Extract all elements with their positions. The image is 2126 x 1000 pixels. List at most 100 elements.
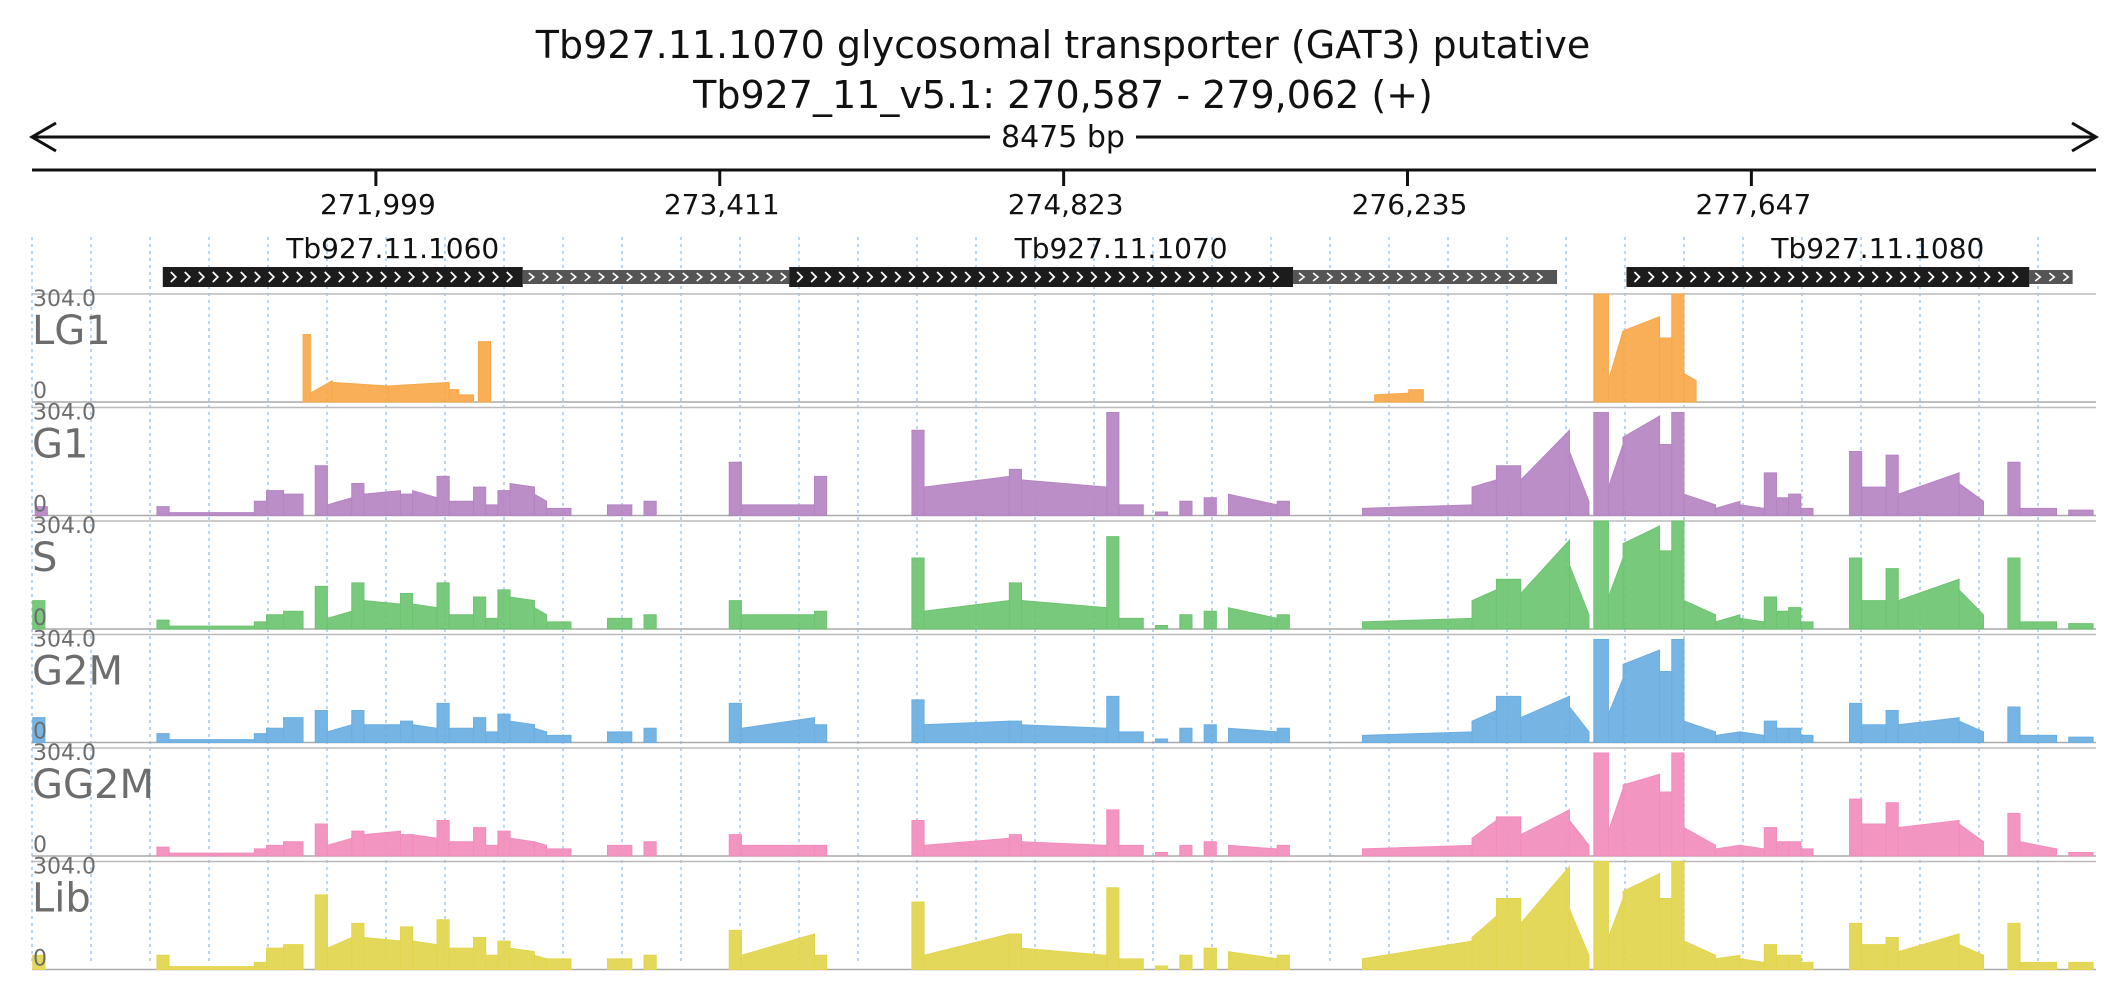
coverage-bar bbox=[1800, 734, 1814, 743]
coverage-bar bbox=[156, 619, 170, 630]
coverage-bar bbox=[326, 837, 353, 857]
coverage-bar bbox=[1775, 727, 1790, 743]
coverage-bar bbox=[509, 720, 535, 743]
coverage-bar bbox=[363, 724, 401, 743]
coverage-bar bbox=[1849, 798, 1863, 857]
coverage-bar bbox=[497, 589, 511, 630]
coverage-bar bbox=[911, 901, 925, 970]
coverage-bar bbox=[1568, 564, 1590, 630]
coverage-bar bbox=[1861, 823, 1887, 857]
coverage-bar bbox=[1885, 568, 1899, 630]
coverage-bar bbox=[606, 504, 633, 516]
track-ymin-label: 0 bbox=[33, 493, 47, 518]
coverage-bar bbox=[1739, 958, 1765, 970]
gene-utr bbox=[2029, 270, 2073, 284]
coverage-bar bbox=[436, 702, 450, 743]
coverage-bar bbox=[1607, 557, 1624, 630]
track-ymin-label: 0 bbox=[33, 833, 47, 858]
coverage-bar bbox=[266, 614, 285, 630]
coverage-bar bbox=[363, 490, 401, 516]
coverage-bar bbox=[1849, 451, 1863, 516]
coverage-bar bbox=[412, 940, 438, 970]
coverage-bar bbox=[1885, 937, 1899, 970]
coverage-bar bbox=[1593, 520, 1609, 630]
coverage-bar bbox=[363, 936, 401, 970]
track-ymin-label: 0 bbox=[33, 379, 47, 404]
track-name: GG2M bbox=[32, 762, 154, 808]
coverage-bar bbox=[1471, 915, 1497, 970]
coverage-bar bbox=[283, 717, 304, 743]
coverage-bar bbox=[314, 585, 328, 630]
coverage-bar bbox=[448, 727, 475, 743]
coverage-bar bbox=[266, 727, 285, 743]
coverage-bar bbox=[1179, 954, 1193, 970]
coverage-bar bbox=[1361, 731, 1473, 743]
coverage-bar bbox=[1683, 826, 1717, 857]
coverage-bar bbox=[1671, 293, 1685, 403]
coverage-bar bbox=[1861, 600, 1887, 630]
coverage-bar bbox=[1739, 731, 1765, 743]
coverage-bar bbox=[399, 720, 414, 743]
coverage-bar bbox=[1683, 372, 1697, 403]
coverage-bar bbox=[1276, 954, 1290, 970]
coverage-bar bbox=[533, 606, 548, 630]
coverage-bar bbox=[1154, 738, 1169, 743]
coverage-bar bbox=[1471, 479, 1497, 516]
coverage-bar bbox=[813, 475, 828, 516]
coverage-bar bbox=[1361, 617, 1473, 630]
coverage-bar bbox=[1008, 468, 1022, 516]
coverage-bar bbox=[2007, 557, 2021, 630]
coverage-bar bbox=[1106, 809, 1120, 857]
coverage-bar bbox=[728, 834, 742, 857]
coverage-bar bbox=[1897, 578, 1960, 630]
coverage-bar bbox=[1622, 773, 1661, 857]
coverage-bar bbox=[1593, 638, 1609, 743]
coverage-bar bbox=[813, 724, 828, 743]
coverage-bar bbox=[34, 506, 48, 516]
chart-title: Tb927.11.1070 glycosomal transporter (GA… bbox=[535, 23, 1590, 67]
coverage-bar bbox=[1276, 614, 1290, 630]
chart-subtitle: Tb927_11_v5.1: 270,587 - 279,062 (+) bbox=[692, 73, 1433, 117]
track-ymax-label: 304.0 bbox=[33, 401, 96, 426]
coverage-bar bbox=[1179, 844, 1193, 857]
coverage-bar bbox=[546, 507, 572, 516]
coverage-bar bbox=[436, 582, 450, 630]
coverage-bar bbox=[1471, 709, 1497, 743]
gene-cds-strand bbox=[170, 271, 514, 283]
coverage-bar bbox=[1763, 596, 1777, 630]
track-g1: 304.0 0 G1 bbox=[32, 401, 2096, 518]
coverage-bar bbox=[1849, 922, 1863, 970]
coverage-bar bbox=[1897, 717, 1960, 743]
coverage-bar bbox=[253, 961, 268, 970]
coverage-bar bbox=[728, 929, 742, 970]
coverage-bar bbox=[740, 717, 815, 743]
coverage-bar bbox=[1118, 617, 1144, 630]
coverage-bar bbox=[1106, 695, 1120, 743]
coverage-tracks: 304.00LG1304.00G1304.00S304.00G2M304.00G… bbox=[32, 287, 2096, 972]
coverage-bar bbox=[2019, 841, 2058, 857]
coverage-bar bbox=[923, 837, 1010, 857]
coverage-bar bbox=[728, 600, 742, 630]
coverage-bar bbox=[1471, 819, 1497, 857]
coverage-bar bbox=[911, 557, 925, 630]
gene-utr-strand bbox=[528, 272, 788, 282]
coverage-bar bbox=[1671, 638, 1685, 743]
coverage-bar bbox=[1228, 727, 1278, 743]
coverage-bar bbox=[1276, 727, 1290, 743]
coverage-bar bbox=[1775, 610, 1790, 630]
coverage-bar bbox=[302, 334, 311, 403]
coverage-bar bbox=[923, 933, 1010, 970]
coverage-bar bbox=[1622, 415, 1661, 516]
coverage-bar bbox=[156, 846, 170, 857]
coverage-bar bbox=[1788, 727, 1802, 743]
coverage-bar bbox=[351, 830, 365, 857]
coverage-bar bbox=[448, 500, 475, 516]
coverage-bar bbox=[266, 844, 285, 857]
track-name: S bbox=[32, 535, 57, 581]
coverage-bar bbox=[1659, 443, 1673, 516]
gene-label: Tb927.11.1070 bbox=[1014, 232, 1228, 265]
coverage-bar bbox=[1118, 844, 1144, 857]
coverage-bar bbox=[1897, 819, 1960, 857]
coverage-bar bbox=[923, 600, 1010, 630]
coverage-bar bbox=[253, 500, 268, 516]
